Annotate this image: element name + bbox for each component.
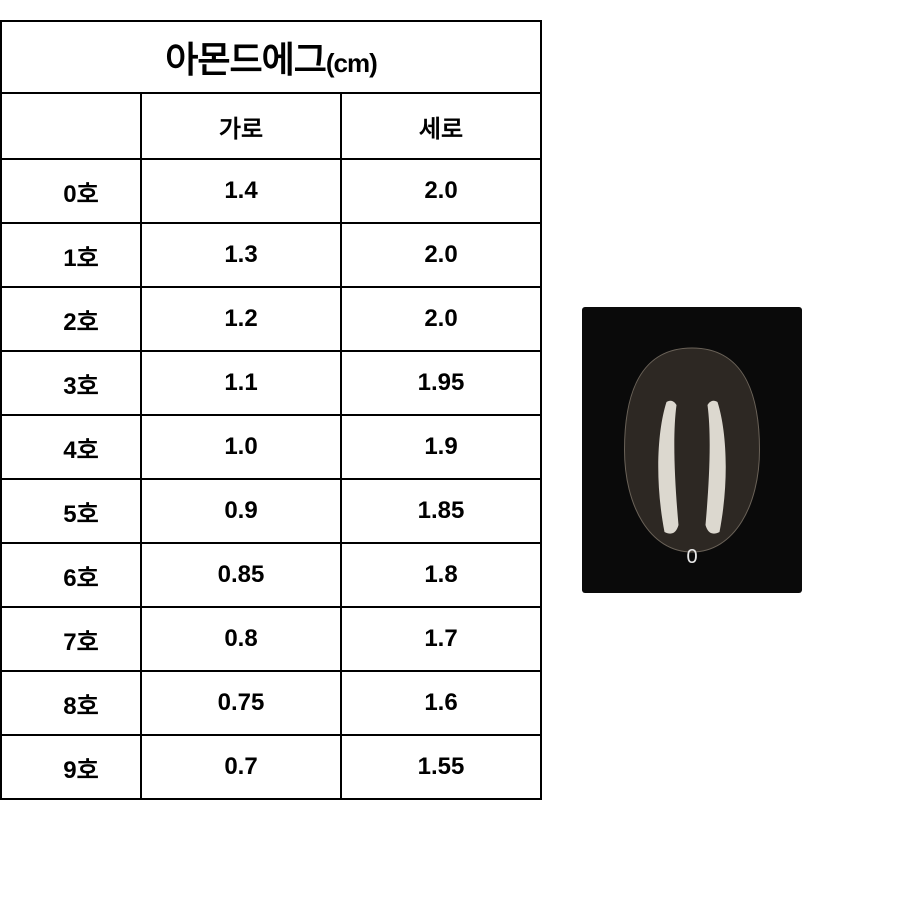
table-row: 3호 1.1 1.95 [1,351,541,415]
nail-size-label: 0 [686,546,697,569]
table-row: 2호 1.2 2.0 [1,287,541,351]
row-label: 9호 [1,735,141,799]
header-height: 세로 [341,93,541,159]
width-value: 1.0 [141,415,341,479]
table-row: 6호 0.85 1.8 [1,543,541,607]
table-row: 5호 0.9 1.85 [1,479,541,543]
row-label: 7호 [1,607,141,671]
table-body: 0호 1.4 2.0 1호 1.3 2.0 2호 1.2 2.0 3호 1.1 … [1,159,541,799]
title-main: 아몬드에그 [165,39,326,80]
height-value: 2.0 [341,287,541,351]
width-value: 0.9 [141,479,341,543]
width-value: 0.7 [141,735,341,799]
row-label: 0호 [1,159,141,223]
width-value: 1.4 [141,159,341,223]
height-value: 1.6 [341,671,541,735]
nail-shape-icon [615,340,770,560]
width-value: 1.2 [141,287,341,351]
width-value: 1.3 [141,223,341,287]
table-row: 1호 1.3 2.0 [1,223,541,287]
height-value: 2.0 [341,159,541,223]
table-row: 7호 0.8 1.7 [1,607,541,671]
table-row: 8호 0.75 1.6 [1,671,541,735]
row-label: 8호 [1,671,141,735]
nail-svg [615,340,770,560]
row-label: 1호 [1,223,141,287]
nail-tip-image: 0 [582,307,802,593]
header-width: 가로 [141,93,341,159]
table-title: 아몬드에그(cm) [1,21,541,93]
height-value: 2.0 [341,223,541,287]
header-corner [1,93,141,159]
height-value: 1.8 [341,543,541,607]
title-unit: (cm) [326,48,377,78]
height-value: 1.7 [341,607,541,671]
size-table: 아몬드에그(cm) 가로 세로 0호 1.4 2.0 1호 1.3 2.0 2호 [0,20,542,800]
height-value: 1.85 [341,479,541,543]
row-label: 4호 [1,415,141,479]
table-row: 4호 1.0 1.9 [1,415,541,479]
width-value: 1.1 [141,351,341,415]
height-value: 1.95 [341,351,541,415]
height-value: 1.55 [341,735,541,799]
row-label: 3호 [1,351,141,415]
width-value: 0.8 [141,607,341,671]
width-value: 0.75 [141,671,341,735]
table-row: 0호 1.4 2.0 [1,159,541,223]
table-row: 9호 0.7 1.55 [1,735,541,799]
width-value: 0.85 [141,543,341,607]
height-value: 1.9 [341,415,541,479]
row-label: 5호 [1,479,141,543]
row-label: 2호 [1,287,141,351]
row-label: 6호 [1,543,141,607]
